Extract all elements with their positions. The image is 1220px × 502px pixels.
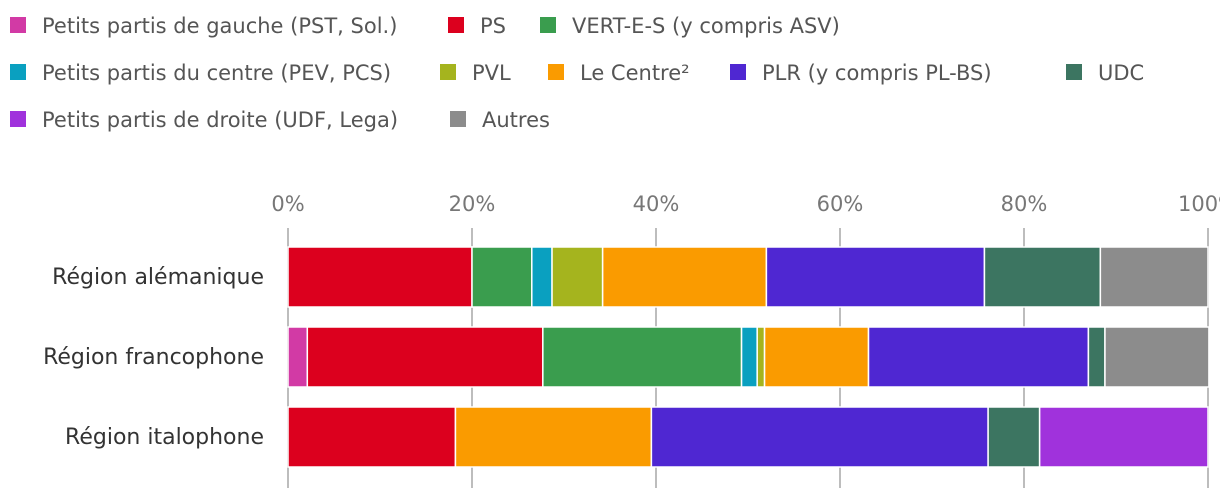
legend-item-pvl: PVL [440, 61, 511, 85]
bar-segment-petits-partis-du-centre-pev-pcs [531, 246, 553, 308]
bar-segment-ps [287, 246, 473, 308]
bar-segment-petits-partis-de-droite-udf-lega [1038, 406, 1209, 468]
bar-segment-le-centre [763, 326, 870, 388]
legend-swatch [540, 17, 556, 33]
legend-swatch [450, 111, 466, 127]
bar-segment-pvl [551, 246, 604, 308]
x-tick-label: 60% [817, 192, 864, 216]
bars [287, 246, 1210, 468]
legend-label: PS [480, 14, 506, 38]
legend-swatch [448, 17, 464, 33]
legend-swatch [10, 64, 26, 80]
bar-segment-petits-partis-de-gauche-pst-sol [287, 326, 309, 388]
x-tick-label: 40% [633, 192, 680, 216]
bar-segment-plr-y-compris-pl-bs [650, 406, 989, 468]
legend-item-udc: UDC [1066, 61, 1144, 85]
legend-item-ps: PS [448, 14, 506, 38]
x-tick-label: 100% [1178, 192, 1220, 216]
legend-swatch [440, 64, 456, 80]
legend-swatch [730, 64, 746, 80]
bar-segment-ps [287, 406, 457, 468]
bar-segment-pvl [756, 326, 766, 388]
category-label: Région alémanique [52, 265, 264, 290]
bar-segment-udc [983, 246, 1102, 308]
legend-label: Petits partis de droite (UDF, Lega) [42, 108, 398, 132]
legend-item-petits-partis-de-droite-udf-lega: Petits partis de droite (UDF, Lega) [10, 108, 398, 132]
x-tick-label: 20% [449, 192, 496, 216]
legend-label: Le Centre² [580, 61, 690, 85]
x-axis-ticks: 0% 20% 40% 60% 80% 100% [271, 192, 1220, 216]
legend-label: Petits partis du centre (PEV, PCS) [42, 61, 391, 85]
legend-item-autres: Autres [450, 108, 550, 132]
legend-label: PLR (y compris PL-BS) [762, 61, 992, 85]
x-tick-label: 0% [271, 192, 304, 216]
bar-segment-vert-e-s-y-compris-asv [542, 326, 743, 388]
legend-item-vert-e-s-y-compris-asv: VERT-E-S (y compris ASV) [540, 14, 840, 38]
category-label: Région francophone [43, 345, 264, 370]
bar-row-region-francophone [287, 326, 1210, 388]
legend-label: Petits partis de gauche (PST, Sol.) [42, 14, 397, 38]
bar-segment-plr-y-compris-pl-bs [867, 326, 1090, 388]
category-label: Région italophone [65, 425, 264, 450]
bar-segment-udc [987, 406, 1041, 468]
legend-swatch [548, 64, 564, 80]
legend-swatch [10, 111, 26, 127]
bar-segment-petits-partis-du-centre-pev-pcs [740, 326, 758, 388]
legend-label: VERT-E-S (y compris ASV) [572, 14, 840, 38]
bar-row-region-italophone [287, 406, 1209, 468]
bar-segment-udc [1087, 326, 1106, 388]
bar-segment-autres [1099, 246, 1209, 308]
legend-label: PVL [472, 61, 511, 85]
legend-swatch [10, 17, 26, 33]
legend-item-plr-y-compris-pl-bs: PLR (y compris PL-BS) [730, 61, 992, 85]
legend-swatch [1066, 64, 1082, 80]
y-axis-labels: Région alémanique Région francophone Régio… [43, 265, 264, 450]
bar-row-region-alemanique [287, 246, 1209, 308]
bar-segment-vert-e-s-y-compris-asv [471, 246, 533, 308]
x-tick-label: 80% [1001, 192, 1048, 216]
bar-segment-plr-y-compris-pl-bs [765, 246, 986, 308]
legend-item-le-centre: Le Centre² [548, 61, 690, 85]
legend-label: Autres [482, 108, 550, 132]
bar-segment-le-centre [454, 406, 653, 468]
legend-item-petits-partis-du-centre-pev-pcs: Petits partis du centre (PEV, PCS) [10, 61, 391, 85]
legend-item-petits-partis-de-gauche-pst-sol: Petits partis de gauche (PST, Sol.) [10, 14, 397, 38]
bar-segment-le-centre [601, 246, 768, 308]
legend: Petits partis de gauche (PST, Sol.) PS VER… [10, 14, 1144, 132]
legend-label: UDC [1098, 61, 1144, 85]
bar-segment-ps [306, 326, 544, 388]
bar-segment-autres [1104, 326, 1210, 388]
